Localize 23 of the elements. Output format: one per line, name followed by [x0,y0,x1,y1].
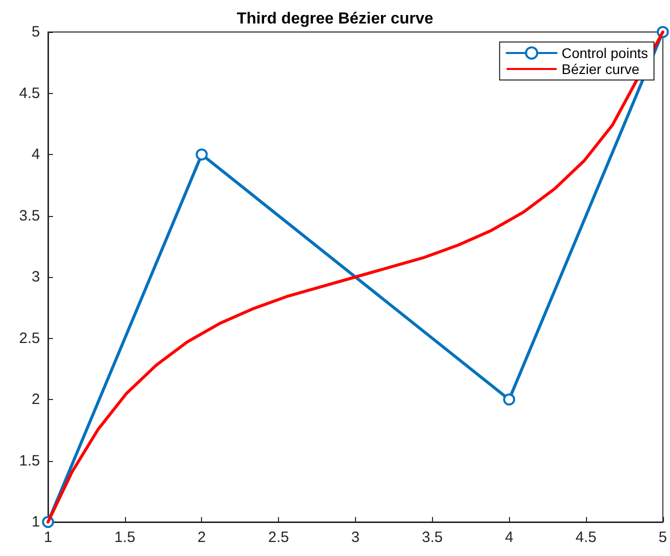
point [503,394,516,406]
y-tick-label: 1 [32,514,40,530]
y-tick-label: 1.5 [19,452,40,470]
x-tick-label: 2.5 [268,529,289,546]
legend-label: Control points [562,45,648,61]
x-tick-label: 1.5 [114,529,136,546]
chart-title: Third degree Bézier curve [236,10,434,28]
x-tick-label: 1 [44,529,52,546]
y-tick-label: 2.5 [19,330,40,347]
x-tick-label: 5 [658,529,667,546]
y-tick-label: 5 [32,24,40,40]
point [196,148,208,160]
y-tick-label: 3 [32,268,40,286]
x-tick-label: 4.5 [576,529,596,546]
x-tick-label: 4 [504,529,514,546]
y-tick-label: 4.5 [19,84,40,102]
legend-label: Bézier curve [562,61,640,77]
y-tick-label: 4 [32,146,40,163]
x-tick-label: 3 [351,529,360,546]
y-tick-label: 3.5 [19,207,40,224]
x-tick-label: 3.5 [422,529,443,546]
y-tick-label: 2 [32,391,40,408]
x-tick-label: 2 [198,529,206,546]
